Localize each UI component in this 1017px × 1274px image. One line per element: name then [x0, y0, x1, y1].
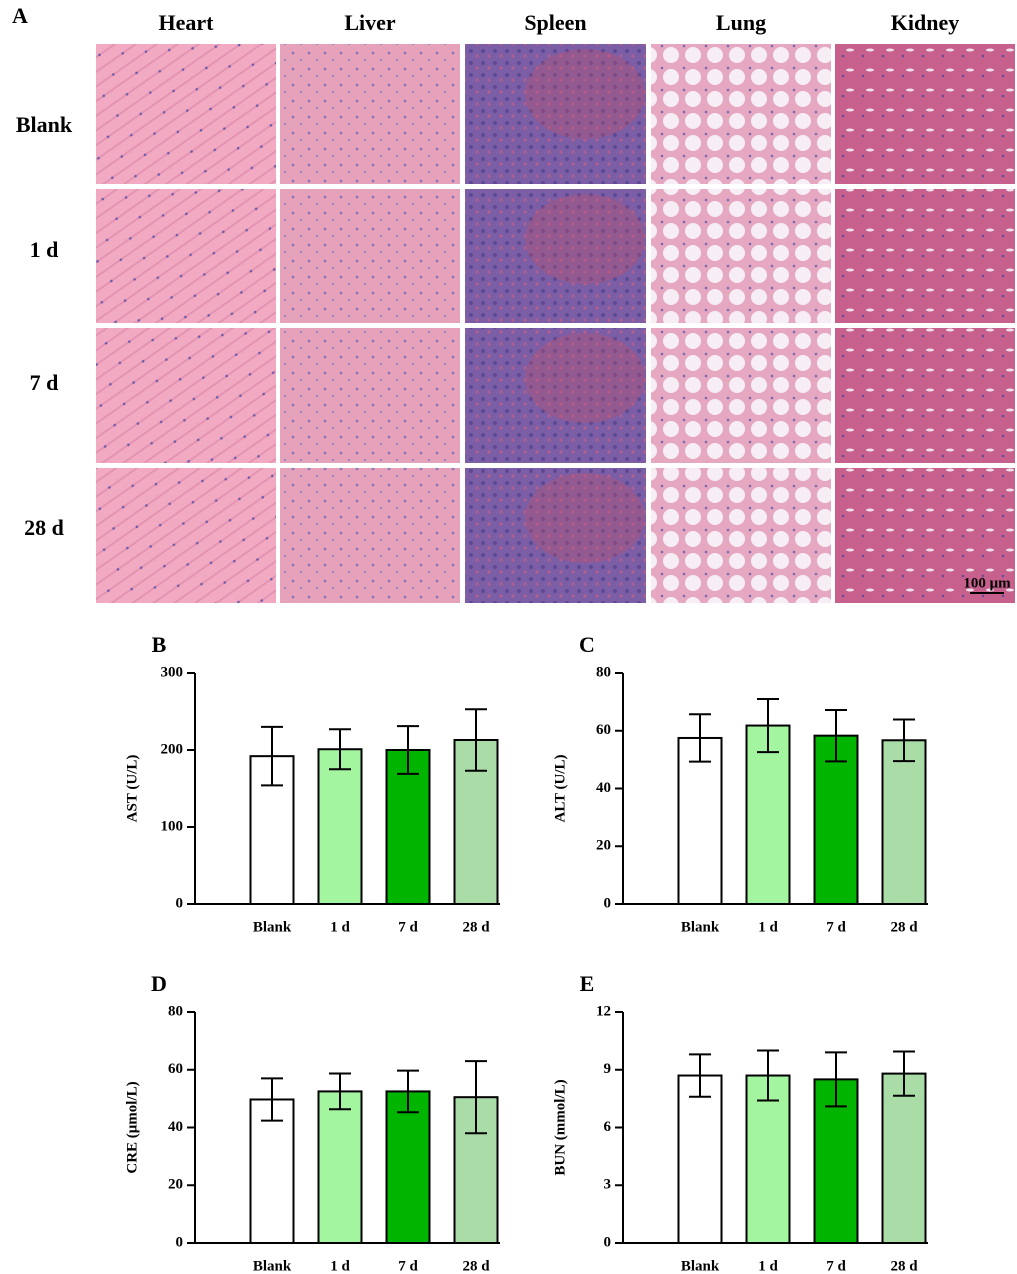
histology-image: [835, 44, 1015, 184]
x-tick-label: 1 d: [330, 919, 350, 935]
y-tick-label: 9: [604, 1061, 612, 1077]
x-tick-label: Blank: [681, 919, 720, 935]
x-tick-label: 28 d: [462, 1258, 490, 1274]
y-tick-label: 0: [176, 895, 184, 911]
x-tick-label: 7 d: [398, 919, 418, 935]
x-tick-label: 28 d: [890, 1258, 918, 1274]
y-tick-label: 100: [161, 818, 184, 834]
panel-label: B: [152, 632, 167, 657]
histology-image: [96, 189, 276, 323]
histology-image: [280, 189, 460, 323]
histology-image: [835, 189, 1015, 323]
histology-grid: [96, 44, 1015, 603]
x-tick-label: 7 d: [826, 1258, 846, 1274]
bar: [249, 1098, 295, 1244]
stain-region: [525, 333, 645, 423]
column-header: Heart: [159, 10, 215, 35]
bar: [677, 736, 723, 905]
x-tick-label: Blank: [253, 919, 292, 935]
x-tick-label: 7 d: [826, 919, 846, 935]
stain-region: [525, 49, 645, 139]
bar: [385, 749, 431, 905]
panel-label: E: [580, 971, 595, 996]
bar: [881, 739, 927, 905]
stain-region: [525, 473, 645, 563]
column-header: Liver: [344, 10, 396, 35]
bar: [677, 1074, 723, 1245]
y-tick-label: 60: [596, 722, 611, 738]
bar: [385, 1090, 431, 1244]
histology-image: [96, 44, 276, 184]
y-tick-label: 20: [168, 1177, 183, 1193]
histology-image: [835, 328, 1015, 463]
x-tick-label: 1 d: [758, 1258, 778, 1274]
y-tick-label: 0: [604, 895, 612, 911]
row-label: 7 d: [30, 370, 59, 395]
histology-image: [651, 328, 831, 463]
histology-image: [96, 468, 276, 603]
histology-image: [280, 328, 460, 463]
scale-bar-label: 100 μm: [963, 575, 1011, 591]
histology-image: [465, 189, 646, 323]
y-tick-label: 80: [596, 664, 611, 680]
bar: [317, 748, 363, 905]
stain-region: [525, 194, 645, 284]
x-tick-label: 7 d: [398, 1258, 418, 1274]
bar: [745, 724, 791, 905]
histology-image: [651, 189, 831, 323]
y-tick-label: 0: [176, 1234, 184, 1250]
histology-image: [651, 468, 831, 603]
y-axis-label: AST (U/L): [124, 755, 140, 823]
y-tick-label: 40: [168, 1119, 183, 1135]
x-tick-label: 1 d: [758, 919, 778, 935]
row-label: 1 d: [30, 237, 59, 262]
y-tick-label: 80: [168, 1003, 183, 1019]
y-axis-label: BUN (mmol/L): [552, 1079, 568, 1175]
column-header: Kidney: [891, 10, 959, 35]
y-tick-label: 60: [168, 1061, 183, 1077]
x-tick-label: 1 d: [330, 1258, 350, 1274]
histology-image: [651, 44, 831, 184]
x-tick-label: Blank: [681, 1258, 720, 1274]
histology-image: [465, 44, 646, 184]
histology-image: [465, 328, 646, 463]
y-tick-label: 6: [604, 1119, 612, 1135]
bar: [745, 1074, 791, 1245]
histology-image: [835, 468, 1015, 603]
x-tick-label: 28 d: [890, 919, 918, 935]
y-tick-label: 40: [596, 780, 611, 796]
column-header: Lung: [716, 10, 766, 35]
y-tick-label: 200: [161, 741, 184, 757]
bar: [881, 1072, 927, 1244]
bar: [317, 1090, 363, 1244]
y-tick-label: 3: [604, 1177, 612, 1193]
y-tick-label: 0: [604, 1234, 612, 1250]
histology-image: [280, 44, 460, 184]
row-label: Blank: [16, 112, 73, 137]
x-tick-label: Blank: [253, 1258, 292, 1274]
x-tick-label: 28 d: [462, 919, 490, 935]
column-header: Spleen: [524, 10, 586, 35]
y-tick-label: 20: [596, 838, 611, 854]
histology-image: [465, 468, 646, 603]
panel-label: D: [151, 971, 167, 996]
row-label: 28 d: [24, 515, 64, 540]
panel-label: A: [12, 3, 28, 28]
y-tick-label: 300: [161, 664, 184, 680]
histology-image: [96, 328, 276, 463]
histology-image: [280, 468, 460, 603]
y-axis-label: ALT (U/L): [552, 755, 568, 823]
y-tick-label: 12: [596, 1003, 611, 1019]
y-axis-label: CRE (μmol/L): [124, 1081, 140, 1173]
panel-label: C: [579, 632, 595, 657]
